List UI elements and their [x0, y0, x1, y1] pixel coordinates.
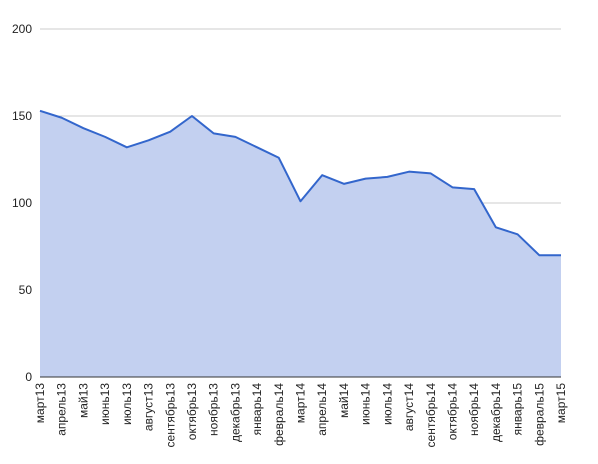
series-area-fill: [40, 110, 561, 377]
x-tick-label: январь15: [511, 383, 525, 436]
data-point: [60, 116, 64, 120]
data-point: [255, 145, 259, 149]
data-point: [342, 182, 346, 186]
y-tick-label: 0: [25, 370, 32, 384]
data-point: [38, 109, 42, 113]
y-tick-label: 50: [19, 283, 33, 297]
data-point: [147, 138, 151, 142]
data-point: [168, 130, 172, 134]
data-point: [277, 156, 281, 160]
x-tick-label: июнь14: [359, 383, 373, 425]
x-tick-label: ноябрь14: [467, 383, 481, 436]
x-tick-label: июль13: [120, 383, 134, 425]
x-tick-label: апрель14: [315, 383, 329, 436]
data-point: [125, 145, 129, 149]
x-tick-label: октябрь13: [185, 383, 199, 441]
area-layer: [38, 109, 563, 377]
x-axis-tick-labels: март13 апрель13 май13 июнь13 июль13 август13 с…: [33, 383, 568, 448]
data-point: [103, 135, 107, 139]
x-tick-label: август14: [402, 383, 416, 431]
data-point: [407, 170, 411, 174]
y-tick-label: 150: [12, 109, 32, 123]
data-point: [494, 225, 498, 229]
x-tick-label: июль14: [380, 383, 394, 425]
x-tick-label: май13: [76, 383, 90, 418]
x-tick-label: сентябрь13: [163, 383, 177, 448]
x-tick-label: май14: [337, 383, 351, 418]
data-point: [299, 199, 303, 203]
data-point: [559, 253, 563, 257]
x-tick-label: март13: [33, 383, 47, 424]
x-tick-label: август13: [142, 383, 156, 431]
data-point: [472, 187, 476, 191]
x-tick-label: октябрь14: [445, 383, 459, 441]
x-tick-label: сентябрь14: [424, 383, 438, 448]
x-tick-label: февраль15: [532, 383, 546, 446]
x-tick-label: июнь13: [98, 383, 112, 425]
x-tick-label: март15: [554, 383, 568, 424]
data-point: [233, 135, 237, 139]
data-point: [364, 177, 368, 181]
x-tick-label: декабрь13: [228, 383, 242, 442]
x-tick-label: апрель13: [55, 383, 69, 436]
data-point: [190, 114, 194, 118]
data-point: [385, 175, 389, 179]
data-point: [212, 131, 216, 135]
data-point: [320, 173, 324, 177]
data-point: [81, 126, 85, 130]
x-tick-label: январь14: [250, 383, 264, 436]
data-point: [450, 185, 454, 189]
series-line: [39, 109, 561, 257]
x-tick-label: декабрь14: [489, 383, 503, 442]
x-tick-label: март14: [294, 383, 308, 424]
y-tick-label: 100: [12, 196, 32, 210]
data-point: [537, 253, 541, 257]
x-tick-label: февраль14: [272, 383, 286, 446]
data-point: [516, 232, 520, 236]
data-point: [429, 171, 433, 175]
y-tick-label: 200: [12, 22, 32, 36]
x-tick-label: ноябрь13: [207, 383, 221, 436]
y-axis-tick-labels: 0 50 100 150 200: [12, 22, 32, 384]
